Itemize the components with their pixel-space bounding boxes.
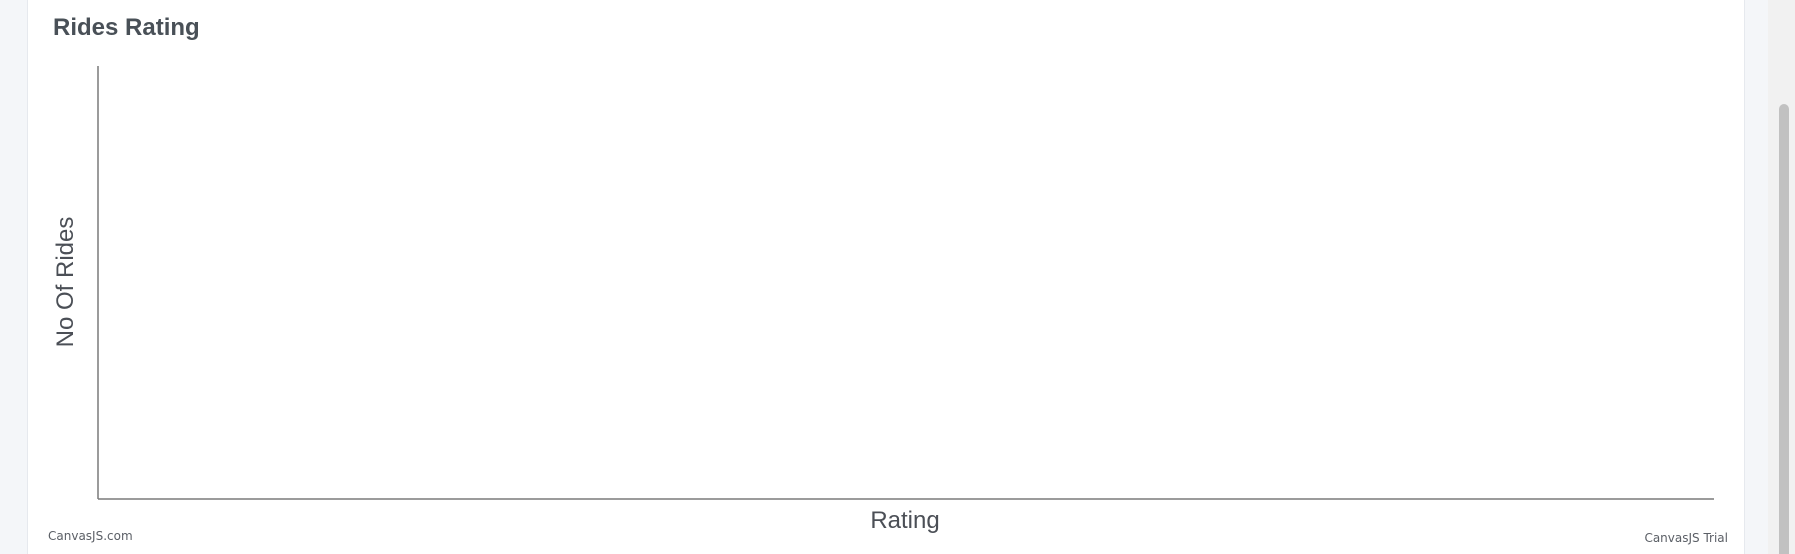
chart-card: Rides Rating No Of Rides Rating CanvasJS… bbox=[27, 0, 1745, 554]
y-axis-title: No Of Rides bbox=[52, 217, 79, 348]
canvasjs-trial-label: CanvasJS Trial bbox=[1644, 531, 1728, 545]
chart: No Of Rides Rating bbox=[52, 66, 1714, 534]
card-title: Rides Rating bbox=[53, 14, 200, 41]
x-axis-title: Rating bbox=[870, 507, 939, 534]
canvasjs-link[interactable]: CanvasJS.com bbox=[48, 529, 133, 543]
scrollbar-thumb[interactable] bbox=[1779, 104, 1789, 554]
